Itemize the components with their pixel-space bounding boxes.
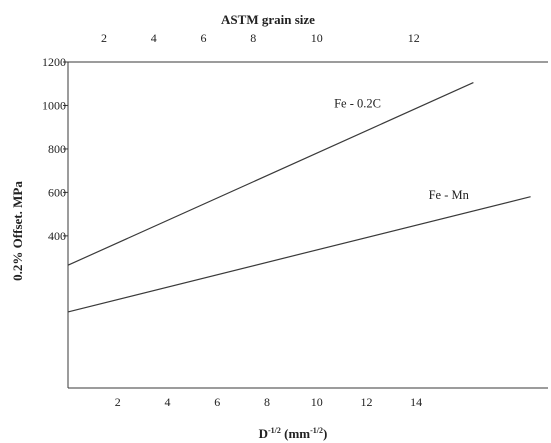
x-tick-label: 6 [214,395,220,409]
x-tick-label: 14 [410,395,422,409]
y-axis-title: 0.2% Offset. MPa [10,181,25,281]
y-tick-label: 400 [48,229,66,243]
top-tick-label: 10 [311,31,323,45]
x-axis-title: D-1/2 (mm-1/2) [259,426,328,441]
y-tick-label: 600 [48,185,66,199]
chart-marks: 400 600 800 1000 1200 2 4 6 8 10 12 14 2 4 6 8 10 12 Fe - … [42,31,531,409]
y-tick-label: 800 [48,142,66,156]
series-line-1 [67,82,474,266]
x-tick-label: 2 [115,395,121,409]
y-tick-label: 1000 [42,98,66,112]
x-tick-label: 8 [264,395,270,409]
series-label-1: Fe - 0.2C [334,97,381,111]
top-tick-label: 12 [408,31,420,45]
top-axis-title: ASTM grain size [221,12,315,27]
top-tick-label: 6 [201,31,207,45]
x-tick-label: 10 [311,395,323,409]
x-tick-label: 4 [164,395,170,409]
top-tick-label: 4 [151,31,157,45]
y-tick-label: 1200 [42,55,66,69]
top-tick-label: 2 [101,31,107,45]
series-line-2 [67,196,531,313]
top-tick-label: 8 [250,31,256,45]
series-label-2: Fe - Mn [429,188,470,202]
x-tick-label: 12 [360,395,372,409]
